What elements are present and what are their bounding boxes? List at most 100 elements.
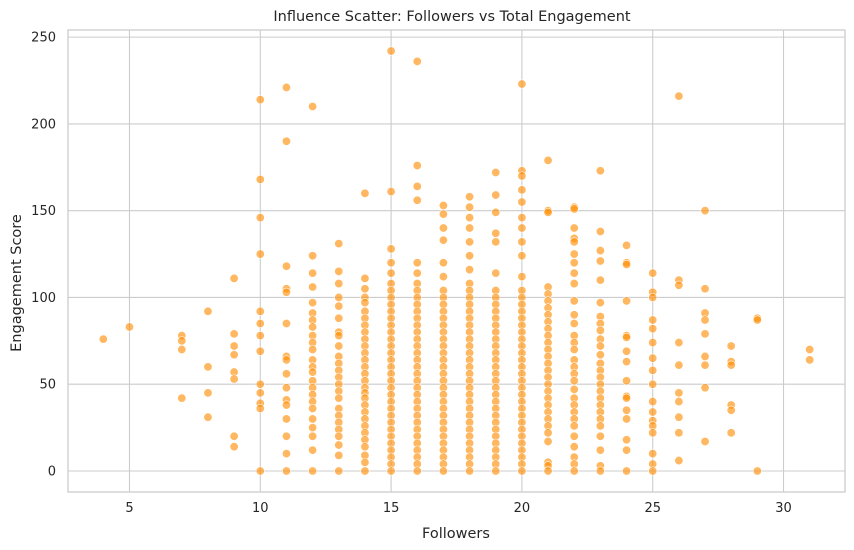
y-tick-label: 50 (39, 378, 56, 393)
data-point (465, 237, 475, 247)
data-point (308, 102, 318, 112)
data-point (386, 46, 396, 56)
data-point (648, 365, 658, 375)
y-tick-label: 100 (31, 291, 56, 306)
data-point (412, 161, 422, 171)
data-point (622, 259, 632, 269)
plot-frame (67, 29, 846, 493)
data-point (308, 282, 318, 292)
data-point (517, 79, 527, 89)
data-point (229, 350, 239, 360)
data-point (177, 345, 187, 355)
data-point (491, 207, 501, 217)
data-point (255, 388, 265, 398)
data-point (255, 379, 265, 389)
data-point (334, 466, 344, 476)
data-point (255, 466, 265, 476)
data-point (543, 155, 553, 165)
data-point (752, 466, 762, 476)
data-point (177, 393, 187, 403)
data-point (595, 226, 605, 236)
tick-labels: 5 10 15 20 25 30 0 50 100 150 200 250 (31, 31, 792, 516)
data-point (569, 431, 579, 441)
data-point (465, 192, 475, 202)
data-point (203, 362, 213, 372)
data-point (229, 329, 239, 339)
data-point (622, 435, 632, 445)
data-point (648, 379, 658, 389)
data-point (334, 266, 344, 276)
data-point (648, 466, 658, 476)
data-point (622, 332, 632, 342)
data-point (438, 258, 448, 268)
data-point (281, 136, 291, 146)
data-point (308, 414, 318, 424)
data-point (569, 421, 579, 431)
data-point (595, 166, 605, 176)
data-point (386, 268, 396, 278)
data-point (648, 397, 658, 407)
data-point (595, 246, 605, 256)
data-point (622, 357, 632, 367)
data-point (595, 445, 605, 455)
data-point (255, 249, 265, 259)
data-point (281, 287, 291, 297)
data-point (412, 181, 422, 191)
data-point (674, 412, 684, 422)
data-point (700, 284, 710, 294)
data-point (334, 331, 344, 341)
data-point (386, 466, 396, 476)
data-point (281, 400, 291, 410)
data-point (543, 466, 553, 476)
data-point (334, 279, 344, 289)
data-point (281, 82, 291, 92)
data-point (674, 91, 684, 101)
data-point (622, 405, 632, 415)
data-point (438, 200, 448, 210)
data-point (177, 336, 187, 346)
data-point (229, 442, 239, 452)
y-tick-label: 150 (31, 204, 56, 219)
data-point (674, 388, 684, 398)
data-point (203, 388, 213, 398)
y-axis-label: Engagement Score (9, 214, 25, 352)
data-point (569, 249, 579, 259)
data-point (412, 195, 422, 205)
data-point (203, 306, 213, 316)
data-point (648, 407, 658, 417)
data-point (308, 404, 318, 414)
data-point (517, 272, 527, 282)
data-point (517, 251, 527, 261)
data-point (622, 466, 632, 476)
data-point (543, 436, 553, 446)
data-point (308, 445, 318, 455)
data-point (412, 56, 422, 66)
data-point (726, 428, 736, 438)
data-point (569, 376, 579, 386)
data-point (569, 237, 579, 247)
data-point (334, 239, 344, 249)
data-point (334, 450, 344, 460)
data-point (569, 296, 579, 306)
data-point (543, 207, 553, 217)
data-point (281, 355, 291, 365)
data-point (334, 440, 344, 450)
data-point (648, 353, 658, 363)
data-point (308, 251, 318, 261)
data-point (595, 256, 605, 266)
data-point (517, 197, 527, 207)
data-point (255, 404, 265, 414)
data-point (334, 393, 344, 403)
data-point (412, 466, 422, 476)
data-point (569, 318, 579, 328)
x-tick-label: 25 (644, 501, 661, 516)
data-point (595, 341, 605, 351)
data-point (334, 313, 344, 323)
data-point (700, 360, 710, 370)
data-point (726, 341, 736, 351)
data-point (465, 466, 475, 476)
data-point (569, 258, 579, 268)
data-point (465, 223, 475, 233)
data-point (491, 190, 501, 200)
data-point (674, 397, 684, 407)
